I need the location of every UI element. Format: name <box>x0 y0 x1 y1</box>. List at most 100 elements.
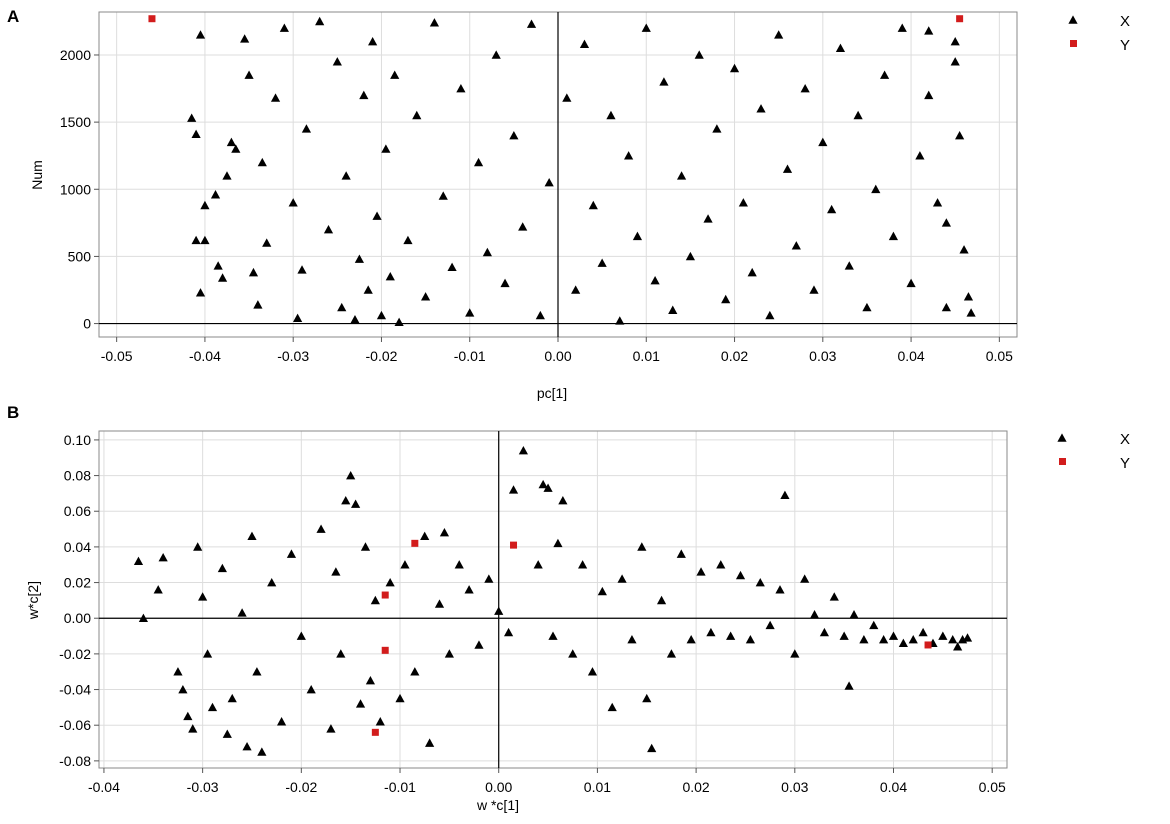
x-tick-label: 0.04 <box>897 348 924 364</box>
point-y <box>411 539 419 547</box>
point-x <box>323 224 334 234</box>
point-x <box>438 191 448 200</box>
point-x <box>685 251 696 261</box>
legend-a-y-marker <box>1070 40 1077 47</box>
point-x <box>213 261 223 270</box>
y-tick-label: 1500 <box>60 114 91 130</box>
point-x <box>543 483 553 492</box>
point-x <box>835 43 846 53</box>
y-tick-label: 0 <box>83 316 91 332</box>
y-tick-label: 2000 <box>60 47 91 63</box>
point-x <box>859 635 869 644</box>
point-x <box>420 531 430 541</box>
point-y <box>148 15 156 23</box>
point-x <box>624 151 634 160</box>
point-x <box>800 83 810 93</box>
point-x <box>231 144 241 153</box>
point-x <box>252 667 262 676</box>
point-x <box>385 271 395 281</box>
y-tick-label: 1000 <box>60 181 91 197</box>
x-tick-label: 0.02 <box>721 348 748 364</box>
point-x <box>745 635 755 644</box>
point-x <box>656 595 667 605</box>
point-x <box>315 16 325 26</box>
point-x <box>775 585 785 594</box>
point-x <box>729 63 740 73</box>
point-x <box>133 556 144 565</box>
point-x <box>372 211 382 220</box>
point-x <box>774 30 784 39</box>
point-x <box>948 635 958 644</box>
point-x <box>210 190 221 199</box>
point-x <box>227 693 237 703</box>
point-x <box>494 606 504 615</box>
point-x <box>726 631 736 640</box>
point-x <box>207 702 218 712</box>
x-tick-label: 0.01 <box>584 779 611 795</box>
point-x <box>659 77 669 86</box>
point-x <box>351 499 361 508</box>
point-x <box>647 743 657 753</box>
point-x <box>747 267 757 277</box>
point-x <box>941 302 951 312</box>
point-x <box>553 538 563 548</box>
point-x <box>558 495 568 505</box>
point-x <box>668 305 678 314</box>
plot-b-x-ticks: -0.04 -0.03 -0.02 -0.01 0.00 0.01 0.02 0.03 0.04… <box>88 768 1006 795</box>
point-x <box>676 549 686 558</box>
x-tick-label: -0.02 <box>285 779 317 795</box>
point-x <box>195 30 206 39</box>
point-x <box>257 747 267 756</box>
point-x <box>237 608 247 617</box>
plot-b-grid <box>99 431 1007 768</box>
point-x <box>400 560 410 569</box>
point-x <box>288 198 298 207</box>
point-x <box>363 285 373 294</box>
point-x <box>696 567 706 576</box>
point-x <box>839 631 849 640</box>
point-x <box>375 717 385 726</box>
point-x <box>676 171 687 180</box>
point-x <box>195 288 206 297</box>
plot-a-x-ticks: -0.05 -0.04 -0.03 -0.02 -0.01 0.00 0.01 0.02 0.0… <box>101 337 1013 364</box>
point-x <box>963 292 974 301</box>
point-x <box>938 631 948 640</box>
point-x <box>482 247 492 257</box>
point-x <box>738 198 748 207</box>
point-x <box>253 300 263 309</box>
x-axis-label-a: pc[1] <box>537 385 567 401</box>
x-tick-label: -0.04 <box>189 348 221 364</box>
y-axis-label-a: Num <box>29 160 45 190</box>
point-x <box>686 635 696 644</box>
point-x <box>924 26 934 35</box>
point-x <box>193 542 203 551</box>
point-x <box>571 285 581 294</box>
point-x <box>301 124 312 133</box>
point-x <box>809 610 820 619</box>
y-tick-label: -0.06 <box>59 717 91 733</box>
point-x <box>242 742 252 751</box>
point-x <box>447 262 457 271</box>
point-x <box>187 113 197 122</box>
plot-a-zero-lines <box>99 12 1017 337</box>
point-x <box>403 235 413 245</box>
point-x <box>829 592 839 601</box>
point-x <box>337 302 347 312</box>
point-x <box>966 308 976 317</box>
plot-a-points <box>148 15 976 327</box>
y-tick-label: 500 <box>68 248 92 264</box>
point-x <box>341 495 351 505</box>
y-axis-label-b: w*c[2] <box>25 581 41 620</box>
point-x <box>198 592 208 601</box>
plot-b-points <box>133 446 973 756</box>
point-x <box>888 631 899 640</box>
point-x <box>721 294 731 304</box>
x-tick-label: -0.01 <box>384 779 416 795</box>
point-x <box>296 631 306 640</box>
point-y <box>381 591 389 599</box>
point-x <box>226 137 237 147</box>
y-tick-label: 0.10 <box>64 432 91 448</box>
point-x <box>915 151 925 160</box>
x-tick-label: 0.05 <box>986 348 1013 364</box>
panel-letter-a: A <box>7 7 19 26</box>
